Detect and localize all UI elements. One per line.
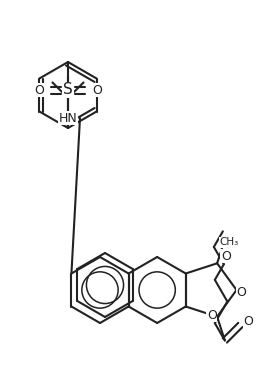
Text: S: S	[63, 83, 73, 98]
Text: O: O	[237, 286, 247, 298]
Text: HN: HN	[59, 112, 77, 125]
Text: CH₃: CH₃	[219, 237, 239, 247]
Text: O: O	[92, 83, 102, 96]
Text: O: O	[221, 250, 231, 263]
Text: O: O	[207, 309, 217, 322]
Text: O: O	[34, 83, 44, 96]
Text: O: O	[243, 315, 253, 328]
